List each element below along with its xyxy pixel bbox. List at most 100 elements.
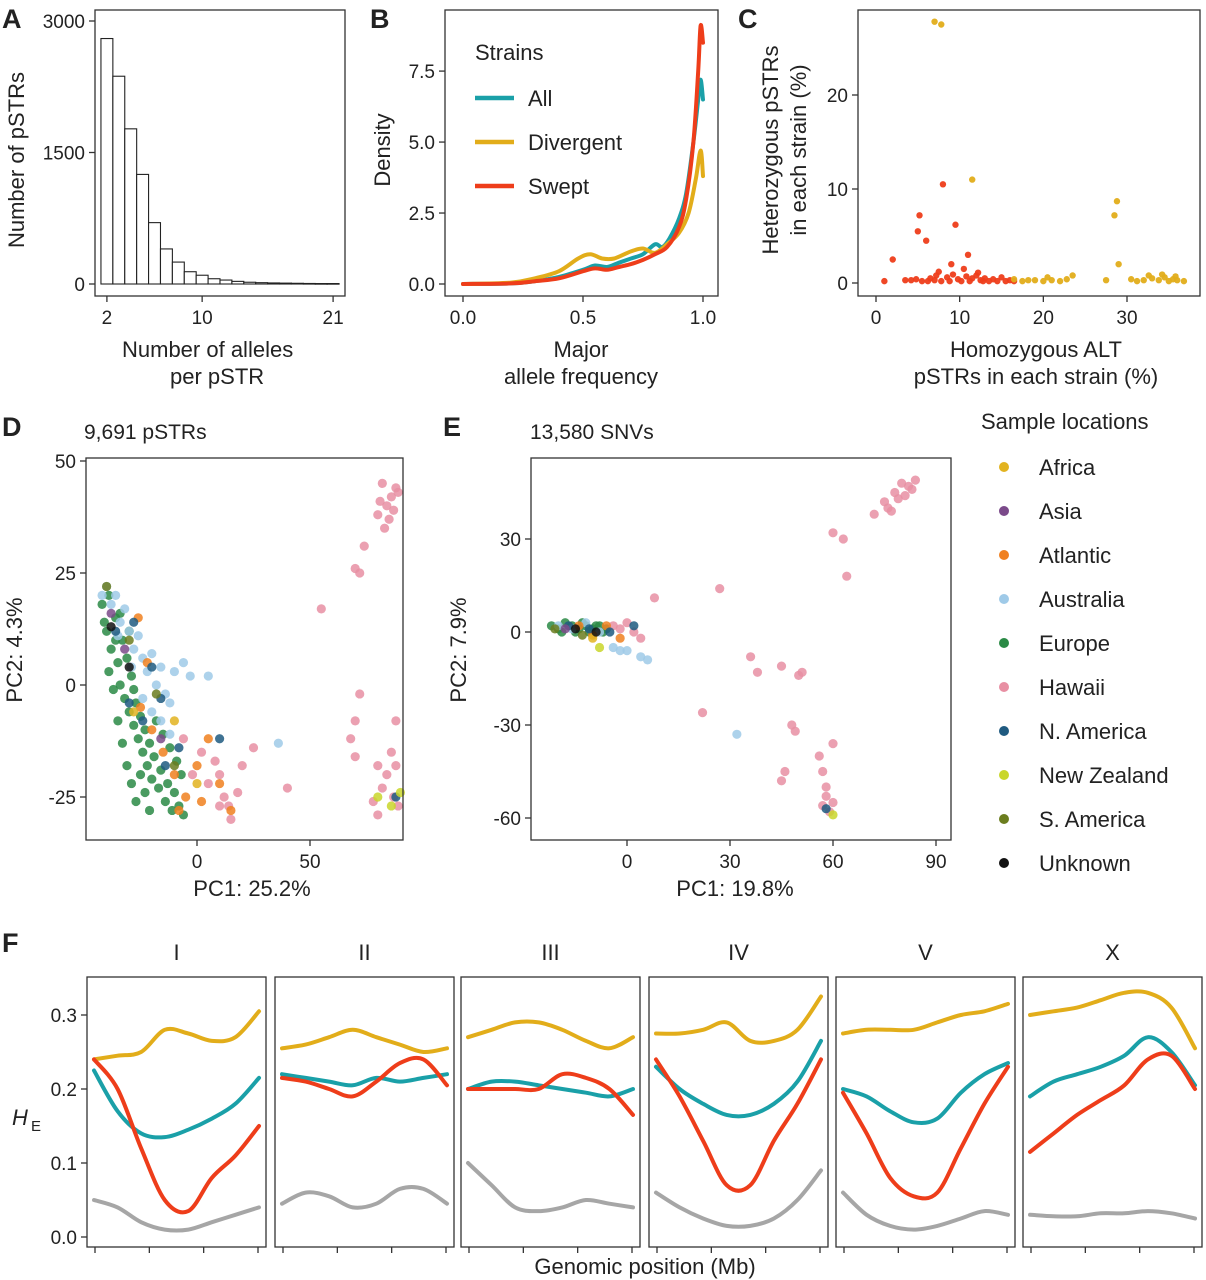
scatter-point-divergent (1019, 277, 1026, 285)
panel-d-ytick-label: 25 (55, 564, 76, 585)
panel-d-point-hawaii (391, 716, 401, 726)
panel-b-legend-title: Strains (475, 40, 543, 65)
panel-e-point-australia (622, 646, 632, 656)
panel-d-point-hawaii (384, 514, 394, 524)
panel-e-point-asia (560, 624, 570, 634)
panel-e-point-hawaii (649, 593, 660, 603)
scatter-point-divergent (969, 176, 976, 183)
he-line-grey (92, 1198, 261, 1233)
scatter-point-swept (974, 269, 982, 276)
panel-f-ytick-label: 0.3 (51, 1006, 77, 1027)
scatter-point-divergent (931, 18, 938, 25)
he-line-divergent (280, 1027, 449, 1055)
panel-d-point-europe (167, 805, 177, 816)
panel-e-frame (530, 457, 952, 841)
scatter-point-swept (933, 272, 940, 279)
he-line-swept (280, 1055, 449, 1099)
panel-e-point-hawaii (842, 571, 852, 581)
panel-d-point-hawaii (379, 523, 390, 533)
scatter-point-swept (966, 277, 973, 285)
panel-e-point-hawaii (828, 528, 838, 538)
scatter-point-divergent (1133, 277, 1141, 285)
panel-b-xtick-label: 0.5 (570, 308, 596, 329)
panel-d-point-australia (147, 707, 157, 717)
panel-a-ytick-label: 1500 (43, 144, 85, 165)
panel-d-point-europe (176, 770, 186, 780)
panel-d-point-europe (117, 738, 128, 748)
panel-e-title: 13,580 SNVs (530, 421, 654, 444)
histogram-bar (112, 75, 126, 285)
panel-e-ytick-label: 0 (510, 623, 521, 644)
panel-d-point-australia (273, 738, 283, 748)
panel-c-xtick-label: 10 (949, 308, 970, 329)
panel-d-point-n-america (124, 698, 134, 708)
panel-d-point-s-america (102, 581, 112, 592)
panel-f-ytick-label: 0.1 (51, 1154, 77, 1175)
panel-d-point-europe (115, 680, 125, 690)
scatter-point-divergent (1044, 274, 1051, 281)
panel-c-ytick-label: 20 (827, 86, 848, 107)
panel-b-ytick-label: 0.0 (409, 275, 435, 296)
panel-d-point-hawaii (389, 505, 399, 515)
panel-e-xtick-label: 90 (925, 852, 946, 873)
panel-e-ytick-label: 30 (500, 530, 521, 551)
scatter-point-divergent (1158, 271, 1166, 278)
facet-label: I (173, 940, 179, 965)
scatter-point-swept (949, 271, 957, 278)
panel-b-ytick-label: 5.0 (409, 133, 435, 154)
panel-letter-a: A (2, 4, 22, 34)
panel-f-ytick-label: 0.0 (51, 1228, 77, 1249)
panel-d-point-n-america (138, 716, 148, 726)
panel-d-title: 9,691 pSTRs (84, 421, 207, 444)
panel-b-xlabel-1: Major (553, 337, 608, 362)
panel-d-point-europe (129, 720, 139, 730)
panel-c-xlabel-2: pSTRs in each strain (%) (914, 364, 1159, 389)
scatter-point-swept (946, 277, 953, 285)
panel-e-point-australia (732, 729, 742, 739)
facet-2-frame (460, 976, 641, 1248)
panel-d-point-europe (138, 747, 148, 757)
panel-e-xlabel: PC1: 19.8% (676, 876, 793, 901)
panel-d-point-europe (99, 617, 109, 627)
scatter-point-swept (958, 277, 965, 285)
facet-label: IV (728, 940, 749, 965)
panel-e-point-unknown (570, 624, 581, 634)
panel-e-point-hawaii (636, 633, 646, 643)
scatter-point-swept (952, 221, 959, 228)
panel-letter-e: E (443, 412, 461, 442)
facet-label: III (541, 940, 559, 965)
panel-d-point-europe (97, 599, 107, 609)
scatter-point-divergent (1025, 276, 1032, 284)
scatter-point-swept (994, 277, 1001, 285)
histogram-bar (326, 283, 340, 285)
panel-d-point-europe (104, 590, 114, 601)
facet-label: X (1105, 940, 1120, 965)
histogram-bar (243, 281, 257, 285)
panel-d-point-australia (165, 698, 175, 708)
panel-d-point-australia (129, 644, 139, 654)
panel-d-point-hawaii (316, 604, 326, 614)
panel-d-point-australia (203, 671, 213, 681)
facet-label: II (358, 940, 370, 965)
panel-d-point-europe (144, 805, 155, 816)
panel-e-point-unknown (591, 627, 601, 637)
legend-label-unknown: Unknown (1039, 851, 1131, 876)
panel-c-ytick-label: 10 (827, 180, 848, 201)
scatter-point-swept (985, 277, 993, 285)
panel-d-pca: 9,691 pSTRs PC1: 25.2% PC2: 4.3% 0 50 -25 0… (2, 421, 405, 901)
panel-a-ytick-label: 3000 (43, 12, 85, 33)
sample-locations-legend: Sample locations Africa Asia Atlantic Austr… (981, 409, 1169, 876)
scatter-point-divergent (1115, 261, 1122, 268)
panel-d-point-hawaii (373, 761, 383, 771)
panel-d-point-europe (113, 716, 123, 726)
panel-b-legend-divergent: Divergent (528, 130, 622, 155)
panel-d-point-hawaii (375, 496, 385, 506)
panel-d-point-australia (106, 599, 116, 609)
he-line-grey (841, 1190, 1010, 1232)
panel-e-point-n-america (821, 804, 831, 814)
he-line-divergent (841, 1001, 1010, 1036)
panel-c-scatter: Homozygous ALT pSTRs in each strain (%) … (758, 9, 1201, 389)
panel-d-ytick-label: -25 (49, 788, 76, 809)
panel-c-xlabel-1: Homozygous ALT (950, 337, 1122, 362)
scatter-point-swept (979, 277, 987, 285)
